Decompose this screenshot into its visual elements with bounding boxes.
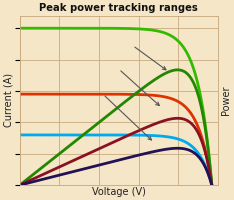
X-axis label: Voltage (V): Voltage (V): [92, 187, 146, 197]
Y-axis label: Power: Power: [220, 86, 230, 115]
Y-axis label: Current (A): Current (A): [4, 73, 14, 127]
Title: Peak power tracking ranges: Peak power tracking ranges: [39, 3, 198, 13]
